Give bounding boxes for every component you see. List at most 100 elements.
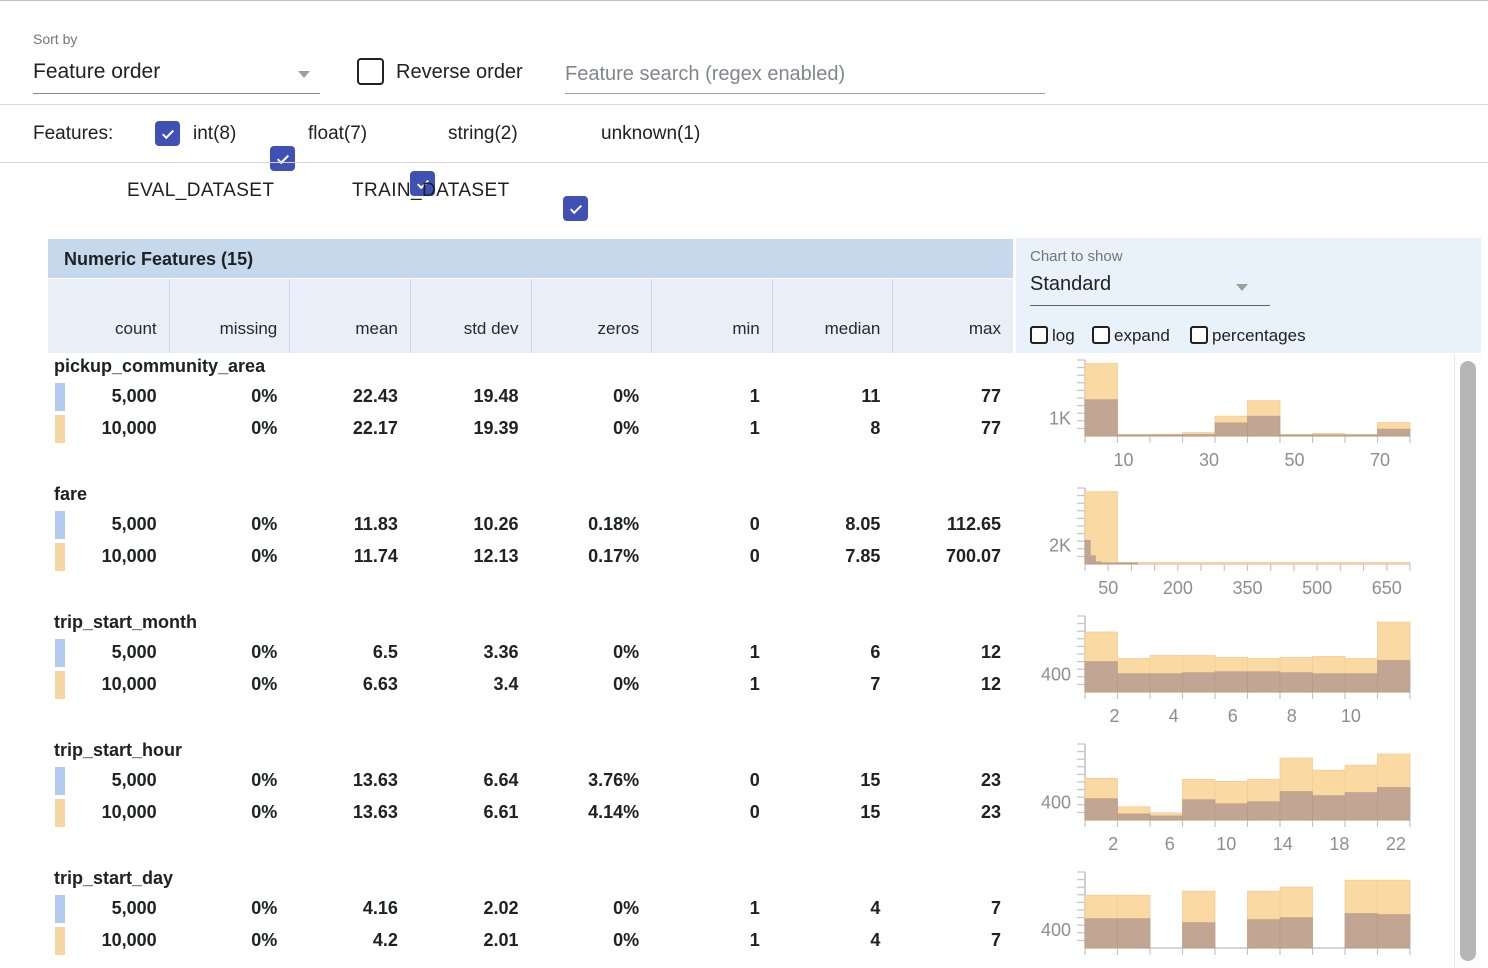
stat-cell: 0% [613,386,640,406]
stat-cell: 19.39 [473,418,519,438]
train-color-chip [55,927,65,955]
filter-checkbox-float[interactable] [270,146,295,171]
svg-text:18: 18 [1329,834,1349,854]
vertical-scrollbar-thumb[interactable] [1460,361,1476,961]
stat-row-train: 10,000 0% 13.63 6.61 4.14% 0 15 23 [48,797,1013,829]
stat-cell: 5,000 [111,642,157,662]
sort-by-label: Sort by [33,31,78,47]
reverse-order-label: Reverse order [396,61,523,83]
stat-cell: 0% [613,930,640,950]
feature-block: trip_start_month 5,000 0% 6.5 3.36 0% 1 6 12 10,0… [48,609,1013,737]
stat-cell: 3.76% [588,770,640,790]
stat-cell: 10,000 [101,930,157,950]
svg-text:6: 6 [1228,706,1238,726]
stat-cell: 10,000 [101,802,157,822]
eval-dataset-label: EVAL_DATASET [127,180,275,201]
stat-cell: 1 [749,386,760,406]
feature-block: pickup_community_area 5,000 0% 22.43 19.48 0%… [48,353,1013,481]
stat-cell: 11.74 [353,546,398,566]
log-checkbox[interactable] [1030,326,1048,344]
column-header-mean: mean [289,279,410,353]
train-color-chip [55,671,65,699]
stat-cell: 23 [980,770,1001,790]
svg-text:1K: 1K [1049,409,1071,429]
svg-text:22: 22 [1386,834,1406,854]
svg-text:10: 10 [1216,834,1236,854]
chart-type-select[interactable]: Standard [1030,270,1270,306]
stat-cell: 0% [251,898,278,918]
stat-cell: 0% [251,642,278,662]
svg-text:10: 10 [1341,706,1361,726]
eval-color-chip [55,767,65,795]
filter-checkbox-unknown[interactable] [563,196,588,221]
check-icon [161,126,174,139]
feature-block: trip_start_day 5,000 0% 4.16 2.02 0% 1 4 7 10,000… [48,865,1013,968]
stat-cell: 0% [251,802,278,822]
stat-cell: 11.83 [353,514,398,534]
stat-row-eval: 5,000 0% 22.43 19.48 0% 1 11 77 [48,381,1013,413]
percentages-label: percentages [1212,326,1306,345]
svg-text:70: 70 [1370,450,1390,470]
svg-text:4: 4 [1169,706,1179,726]
stat-row-eval: 5,000 0% 11.83 10.26 0.18% 0 8.05 112.65 [48,509,1013,541]
stat-row-train: 10,000 0% 22.17 19.39 0% 1 8 77 [48,413,1013,445]
stat-cell: 4.2 [372,930,398,950]
svg-text:50: 50 [1285,450,1305,470]
feature-name: trip_start_hour [54,740,183,760]
stat-cell: 12 [980,674,1001,694]
filter-label-float: float(7) [308,123,368,144]
vertical-scrollbar-track[interactable] [1454,355,1481,968]
feature-name: pickup_community_area [54,356,266,376]
train-color-chip [55,415,65,443]
stat-cell: 1 [749,898,760,918]
check-icon [569,201,582,214]
stat-cell: 22.43 [352,386,398,406]
stat-cell: 0 [749,514,760,534]
percentages-checkbox[interactable] [1190,326,1208,344]
stat-cell: 4.14% [588,802,640,822]
stat-cell: 10,000 [101,546,157,566]
stat-cell: 0% [251,674,278,694]
histogram-trip_start_day: 400 [1030,865,1470,968]
stat-cell: 19.48 [473,386,519,406]
stat-cell: 15 [860,770,881,790]
stat-cell: 0% [613,674,640,694]
stat-cell: 0% [251,546,278,566]
reverse-order-checkbox[interactable] [357,58,384,85]
log-label: log [1052,326,1075,345]
stat-cell: 5,000 [111,514,157,534]
svg-text:8: 8 [1287,706,1297,726]
stat-cell: 77 [980,386,1001,406]
chart-to-show-label: Chart to show [1030,248,1123,265]
chevron-down-icon [298,71,310,78]
expand-checkbox[interactable] [1092,326,1110,344]
svg-text:2: 2 [1110,706,1120,726]
stat-cell: 6.64 [483,770,519,790]
stat-cell: 3.4 [493,674,519,694]
filter-checkbox-int[interactable] [155,121,180,146]
chart-type-value: Standard [1030,273,1112,295]
column-header-missing: missing [168,279,290,353]
feature-search-input[interactable] [565,56,1045,94]
train-color-chip [55,799,65,827]
svg-text:14: 14 [1273,834,1293,854]
filter-checkbox-string[interactable] [410,171,435,196]
svg-text:350: 350 [1232,578,1262,598]
divider [0,162,1488,163]
stat-cell: 0.18% [588,514,640,534]
stat-cell: 77 [980,418,1001,438]
train-dataset-label: TRAIN_DATASET [352,180,510,201]
svg-text:200: 200 [1163,578,1193,598]
stat-cell: 0.17% [588,546,640,566]
stat-cell: 2.01 [483,930,519,950]
stat-cell: 0% [613,642,640,662]
stat-cell: 7 [990,898,1001,918]
histogram-fare: 2K 50 200 350 500 650 [1030,481,1470,614]
stat-cell: 0% [613,418,640,438]
sort-order-select[interactable]: Feature order [33,56,320,94]
eval-color-chip [55,511,65,539]
stat-cell: 6.5 [372,642,398,662]
stat-cell: 0% [251,930,278,950]
stat-cell: 2.02 [483,898,519,918]
stat-row-eval: 5,000 0% 4.16 2.02 0% 1 4 7 [48,893,1013,925]
